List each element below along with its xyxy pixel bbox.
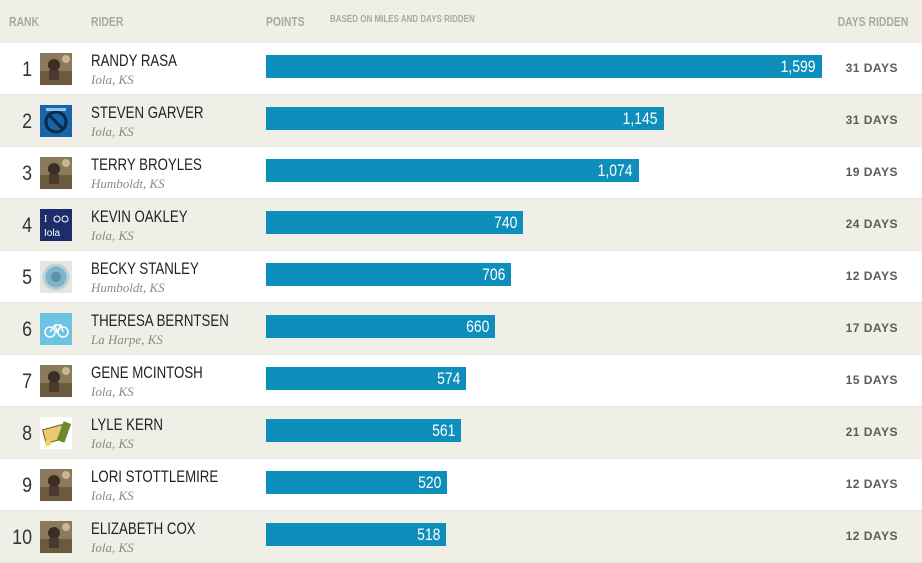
points-value: 561: [431, 421, 455, 440]
days-ridden: 17 DAYS: [845, 321, 898, 335]
rider-name[interactable]: KEVIN OAKLEY: [91, 207, 188, 226]
rank-number: 7: [22, 370, 32, 393]
rank-number: 1: [22, 58, 32, 81]
rider-name[interactable]: TERRY BROYLES: [91, 155, 202, 174]
points-value: 1,074: [598, 161, 633, 180]
days-column-header: DAYS RIDDEN: [837, 14, 908, 29]
days-ridden: 19 DAYS: [845, 165, 898, 179]
points-bar: 1,599: [266, 55, 822, 78]
rider-row: 7 GENE MCINTOSH Iola, KS 574 15 DAYS: [0, 355, 922, 407]
rider-name[interactable]: GENE MCINTOSH: [91, 363, 203, 382]
rider-location: Iola, KS: [91, 228, 134, 243]
rank-number: 3: [22, 162, 32, 185]
days-ridden: 21 DAYS: [845, 425, 898, 439]
points-bar: 561: [266, 419, 461, 442]
rider-avatar-photo-icon[interactable]: [40, 157, 72, 189]
rider-location: Iola, KS: [91, 540, 134, 555]
points-value: 1,145: [623, 109, 658, 128]
points-bar: 520: [266, 471, 447, 494]
rider-row: 3 TERRY BROYLES Humboldt, KS 1,074 19 DAYS: [0, 147, 922, 199]
rider-avatar-cartoon-icon[interactable]: [40, 417, 72, 449]
rider-location: Iola, KS: [91, 488, 134, 503]
rider-name[interactable]: LYLE KERN: [91, 415, 163, 434]
days-ridden: 15 DAYS: [845, 373, 898, 387]
points-note: BASED ON MILES AND DAYS RIDDEN: [330, 14, 475, 25]
rank-number: 6: [22, 318, 32, 341]
days-ridden: 12 DAYS: [845, 529, 898, 543]
rider-location: Iola, KS: [91, 72, 134, 87]
points-value: 518: [416, 525, 440, 544]
points-bar: 706: [266, 263, 511, 286]
days-ridden: 31 DAYS: [845, 113, 898, 127]
rider-name[interactable]: THERESA BERNTSEN: [91, 311, 229, 330]
points-value: 740: [493, 213, 517, 232]
rank-number: 9: [22, 474, 32, 497]
rider-avatar-photo-icon[interactable]: [40, 53, 72, 85]
points-value: 706: [481, 265, 505, 284]
rider-row: 6 THERESA BERNTSEN La Harpe, KS 660 17 DAYS: [0, 303, 922, 355]
rank-number: 8: [22, 422, 32, 445]
points-value: 574: [436, 369, 460, 388]
days-ridden: 12 DAYS: [845, 269, 898, 283]
rider-location: Humboldt, KS: [91, 280, 165, 295]
points-value: 660: [465, 317, 489, 336]
rider-name[interactable]: ELIZABETH COX: [91, 519, 196, 538]
points-bar: 740: [266, 211, 523, 234]
rider-list: 1 RANDY RASA Iola, KS 1,599 31 DAYS 2 STEVEN G…: [0, 43, 922, 563]
rank-number: 2: [22, 110, 32, 133]
rider-location: La Harpe, KS: [91, 332, 163, 347]
leaderboard-header: RANK RIDER POINTS BASED ON MILES AND DAY…: [0, 0, 922, 43]
rider-avatar-bicycle-icon[interactable]: [40, 313, 72, 345]
days-ridden: 12 DAYS: [845, 477, 898, 491]
rider-avatar-no-sign-icon[interactable]: [40, 105, 72, 137]
rider-row: 1 RANDY RASA Iola, KS 1,599 31 DAYS: [0, 43, 922, 95]
rider-avatar-photo-icon[interactable]: [40, 521, 72, 553]
rider-avatar-photo-icon[interactable]: [40, 469, 72, 501]
points-value: 520: [417, 473, 441, 492]
svg-text:Iola: Iola: [44, 228, 61, 239]
rider-row: 4 I Iola KEVIN OAKLEY Iola, KS 740 24 DAYS: [0, 199, 922, 251]
svg-text:I: I: [44, 214, 47, 225]
rider-location: Iola, KS: [91, 384, 134, 399]
rider-row: 9 LORI STOTTLEMIRE Iola, KS 520 12 DAYS: [0, 459, 922, 511]
rider-row: 2 STEVEN GARVER Iola, KS 1,145 31 DAYS: [0, 95, 922, 147]
rider-name[interactable]: LORI STOTTLEMIRE: [91, 467, 219, 486]
rider-row: 5 BECKY STANLEY Humboldt, KS 706 12 DAYS: [0, 251, 922, 303]
rider-location: Humboldt, KS: [91, 176, 165, 191]
rider-avatar-badge-icon[interactable]: [40, 261, 72, 293]
rider-location: Iola, KS: [91, 436, 134, 451]
rider-name[interactable]: STEVEN GARVER: [91, 103, 204, 122]
rider-avatar-i-bike-iola-icon[interactable]: I Iola: [40, 209, 72, 241]
rider-name[interactable]: BECKY STANLEY: [91, 259, 199, 278]
points-bar: 574: [266, 367, 466, 390]
rank-number: 5: [22, 266, 32, 289]
rank-number: 10: [12, 526, 32, 549]
points-bar: 1,145: [266, 107, 664, 130]
days-ridden: 31 DAYS: [845, 61, 898, 75]
days-ridden: 24 DAYS: [845, 217, 898, 231]
rider-avatar-photo-icon[interactable]: [40, 365, 72, 397]
rider-name[interactable]: RANDY RASA: [91, 51, 177, 70]
points-bar: 660: [266, 315, 495, 338]
rank-number: 4: [22, 214, 32, 237]
rider-row: 8 LYLE KERN Iola, KS 561 21 DAYS: [0, 407, 922, 459]
rider-row: 10 ELIZABETH COX Iola, KS 518 12 DAYS: [0, 511, 922, 563]
points-value: 1,599: [781, 57, 816, 76]
rank-column-header: RANK: [9, 14, 40, 29]
rider-column-header: RIDER: [91, 14, 124, 29]
points-bar: 1,074: [266, 159, 639, 182]
points-bar: 518: [266, 523, 446, 546]
rider-location: Iola, KS: [91, 124, 134, 139]
points-column-header: POINTS: [266, 14, 305, 29]
